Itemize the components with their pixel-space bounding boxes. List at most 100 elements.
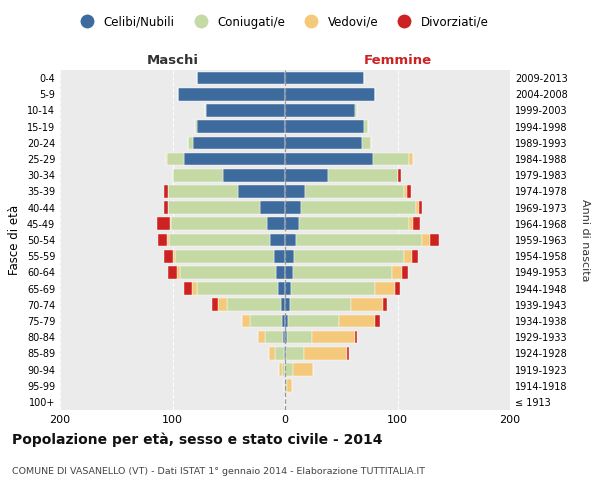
Bar <box>293 363 313 376</box>
Bar <box>184 282 191 295</box>
Bar <box>392 266 402 278</box>
Bar <box>283 331 285 344</box>
Bar <box>197 120 285 133</box>
Bar <box>173 169 223 181</box>
Bar <box>285 314 289 328</box>
Bar <box>172 218 267 230</box>
Bar <box>242 314 250 328</box>
Bar <box>206 104 285 117</box>
Bar <box>296 234 422 246</box>
Bar <box>197 282 278 295</box>
Bar <box>163 202 168 214</box>
Legend: Celibi/Nubili, Coniugati/e, Vedovi/e, Divorziati/e: Celibi/Nubili, Coniugati/e, Vedovi/e, Di… <box>71 11 493 34</box>
Bar <box>169 234 271 246</box>
Bar <box>285 185 305 198</box>
Text: Femmine: Femmine <box>364 54 431 67</box>
Bar <box>305 185 404 198</box>
Text: COMUNE DI VASANELLO (VT) - Dati ISTAT 1° gennaio 2014 - Elaborazione TUTTITALIA.: COMUNE DI VASANELLO (VT) - Dati ISTAT 1°… <box>12 468 425 476</box>
Bar <box>157 218 170 230</box>
Bar <box>184 152 285 166</box>
Bar <box>285 282 290 295</box>
Bar <box>412 250 418 262</box>
Bar <box>312 331 355 344</box>
Bar <box>212 298 218 311</box>
Bar <box>167 152 184 166</box>
Bar <box>285 120 364 133</box>
Bar <box>285 218 299 230</box>
Bar <box>195 120 197 133</box>
Bar <box>170 218 172 230</box>
Bar <box>422 234 430 246</box>
Bar <box>285 331 287 344</box>
Bar <box>290 282 375 295</box>
Bar <box>294 250 404 262</box>
Bar <box>166 152 167 166</box>
Text: Maschi: Maschi <box>146 54 199 67</box>
Bar <box>398 169 401 181</box>
Bar <box>280 363 281 376</box>
Y-axis label: Fasce di età: Fasce di età <box>8 205 21 275</box>
Bar <box>281 363 285 376</box>
Bar <box>287 331 312 344</box>
Bar <box>407 185 411 198</box>
Bar <box>284 347 285 360</box>
Bar <box>173 250 175 262</box>
Bar <box>347 347 349 360</box>
Bar <box>284 380 285 392</box>
Bar <box>260 202 285 214</box>
Bar <box>158 234 167 246</box>
Bar <box>258 331 265 344</box>
Text: Popolazione per età, sesso e stato civile - 2014: Popolazione per età, sesso e stato civil… <box>12 432 383 447</box>
Bar <box>301 202 415 214</box>
Bar <box>287 380 292 392</box>
Bar <box>285 202 301 214</box>
Bar <box>355 104 357 117</box>
Bar <box>409 152 413 166</box>
Bar <box>271 234 285 246</box>
Bar <box>274 250 285 262</box>
Bar <box>364 120 368 133</box>
Bar <box>413 218 420 230</box>
Bar <box>285 136 361 149</box>
Bar <box>168 185 238 198</box>
Bar <box>355 331 357 344</box>
Bar <box>375 314 380 328</box>
Bar <box>352 298 383 311</box>
Bar <box>419 202 422 214</box>
Bar <box>223 169 285 181</box>
Bar <box>361 136 371 149</box>
Bar <box>188 136 193 149</box>
Bar <box>285 104 355 117</box>
Bar <box>168 266 177 278</box>
Bar <box>285 72 364 85</box>
Bar <box>197 72 285 85</box>
Bar <box>177 266 181 278</box>
Bar <box>328 169 398 181</box>
Bar <box>267 218 285 230</box>
Text: Anni di nascita: Anni di nascita <box>580 198 590 281</box>
Bar <box>409 218 413 230</box>
Bar <box>375 282 395 295</box>
Bar <box>163 185 168 198</box>
Bar <box>191 282 197 295</box>
Bar <box>278 282 285 295</box>
Bar <box>285 266 293 278</box>
Bar <box>373 152 409 166</box>
Bar <box>285 347 286 360</box>
Bar <box>415 202 419 214</box>
Bar <box>285 88 375 101</box>
Bar <box>285 152 373 166</box>
Bar <box>265 331 283 344</box>
Bar <box>285 380 287 392</box>
Bar <box>193 136 285 149</box>
Bar <box>167 234 169 246</box>
Bar <box>269 347 275 360</box>
Bar <box>276 266 285 278</box>
Bar <box>430 234 439 246</box>
Bar <box>250 314 281 328</box>
Bar <box>395 282 400 295</box>
Bar <box>299 218 409 230</box>
Bar <box>205 104 206 117</box>
Bar <box>175 250 274 262</box>
Bar <box>281 298 285 311</box>
